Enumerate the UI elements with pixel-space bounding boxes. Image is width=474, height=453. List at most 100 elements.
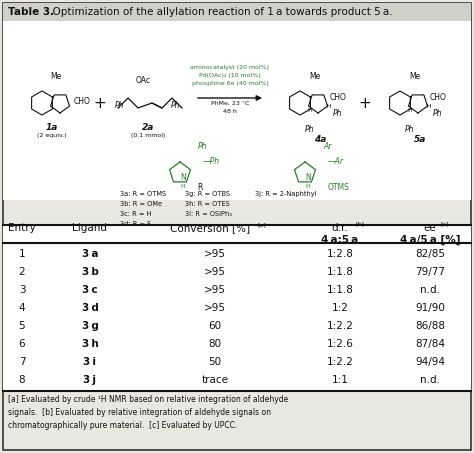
Text: 50: 50 <box>209 357 221 367</box>
Text: H: H <box>408 109 412 114</box>
Text: 1:2.2: 1:2.2 <box>327 321 354 331</box>
Text: CHO: CHO <box>330 93 347 102</box>
Text: >95: >95 <box>204 285 226 295</box>
Text: 2a: 2a <box>142 123 154 132</box>
Text: 1:2.8: 1:2.8 <box>327 249 354 259</box>
Text: 3 h: 3 h <box>82 339 99 349</box>
Text: Ph: Ph <box>405 125 415 134</box>
Text: Ph: Ph <box>115 101 125 110</box>
Text: >95: >95 <box>204 303 226 313</box>
Text: ee: ee <box>424 223 437 233</box>
Text: 3 b: 3 b <box>82 267 99 277</box>
Text: 1:1.8: 1:1.8 <box>327 285 354 295</box>
Text: 3b: R = OMe: 3b: R = OMe <box>120 201 162 207</box>
Text: [b]: [b] <box>356 222 365 226</box>
Text: 1:2.2: 1:2.2 <box>327 357 354 367</box>
Text: 3c: R = H: 3c: R = H <box>120 211 151 217</box>
Text: 1:2.6: 1:2.6 <box>327 339 354 349</box>
Text: 3d: R = F: 3d: R = F <box>120 221 151 227</box>
Text: Ph: Ph <box>333 109 343 117</box>
Text: 2: 2 <box>18 267 25 277</box>
Text: Entry: Entry <box>8 223 36 233</box>
Text: H: H <box>181 184 185 189</box>
Text: Table 3.: Table 3. <box>8 7 54 17</box>
Text: n.d.: n.d. <box>420 285 440 295</box>
Text: CHO: CHO <box>74 96 91 106</box>
Text: H: H <box>308 109 312 114</box>
Text: H: H <box>306 184 310 189</box>
Text: d.r.: d.r. <box>332 223 348 233</box>
Text: [c]: [c] <box>441 222 449 226</box>
Text: Me: Me <box>50 72 62 81</box>
Text: 4: 4 <box>18 303 25 313</box>
Text: (0.1 mmol): (0.1 mmol) <box>131 133 165 138</box>
Text: 3j: R = 2-Naphthyl: 3j: R = 2-Naphthyl <box>255 191 317 197</box>
Text: 1: 1 <box>18 249 25 259</box>
Text: 5: 5 <box>18 321 25 331</box>
Bar <box>3 3 471 21</box>
Text: 48 h: 48 h <box>223 109 237 114</box>
Text: 7: 7 <box>18 357 25 367</box>
Text: 3 i: 3 i <box>83 357 97 367</box>
Text: Me: Me <box>410 72 420 81</box>
Text: R: R <box>197 183 203 192</box>
Bar <box>3 21 471 200</box>
Text: OAc: OAc <box>136 76 151 85</box>
Text: Conversion [%]: Conversion [%] <box>170 223 250 233</box>
Text: Ar: Ar <box>323 142 331 151</box>
Text: Optimization of the allylation reaction of 1 a towards product 5 a.: Optimization of the allylation reaction … <box>46 7 392 17</box>
Text: Ph: Ph <box>171 101 181 110</box>
Text: Ph: Ph <box>305 125 315 134</box>
Text: 3g: R = OTBS: 3g: R = OTBS <box>185 191 230 197</box>
Text: 3 j: 3 j <box>83 375 97 385</box>
Text: +: + <box>94 96 106 111</box>
Text: 3 d: 3 d <box>82 303 99 313</box>
Text: Pd(OAc)₂ (10 mol%): Pd(OAc)₂ (10 mol%) <box>199 73 261 78</box>
Text: n.d.: n.d. <box>420 375 440 385</box>
Text: 80: 80 <box>209 339 221 349</box>
Text: Ligand: Ligand <box>73 223 108 233</box>
Text: 3a: R = OTMS: 3a: R = OTMS <box>120 191 166 197</box>
Text: chromatographically pure material.  [c] Evaluated by UPCC.: chromatographically pure material. [c] E… <box>8 421 237 430</box>
Text: 3i: R = OSiPh₃: 3i: R = OSiPh₃ <box>185 211 232 217</box>
Text: 87/84: 87/84 <box>415 339 445 349</box>
Text: 4 a/5 a [%]: 4 a/5 a [%] <box>400 235 460 245</box>
Text: N: N <box>305 173 311 183</box>
Text: Ph: Ph <box>198 142 208 151</box>
Text: signals.  [b] Evaluated by relative integration of aldehyde signals on: signals. [b] Evaluated by relative integ… <box>8 408 271 417</box>
Text: 5a: 5a <box>414 135 426 144</box>
Text: +: + <box>359 96 371 111</box>
Text: 1:2: 1:2 <box>331 303 348 313</box>
Text: 94/94: 94/94 <box>415 357 445 367</box>
Text: —Ph: —Ph <box>203 156 220 165</box>
Text: [a]: [a] <box>258 222 267 227</box>
Text: 4 a:5 a: 4 a:5 a <box>321 235 359 245</box>
Text: phosphine 6e (40 mol%): phosphine 6e (40 mol%) <box>191 81 268 86</box>
Text: —Ar: —Ar <box>328 156 344 165</box>
Text: 'H: 'H <box>425 103 432 109</box>
Text: [a] Evaluated by crude ¹H NMR based on relative integration of aldehyde: [a] Evaluated by crude ¹H NMR based on r… <box>8 395 288 404</box>
Text: 60: 60 <box>209 321 221 331</box>
Text: 6: 6 <box>18 339 25 349</box>
Text: 'H: 'H <box>325 103 332 109</box>
Text: 91/90: 91/90 <box>415 303 445 313</box>
Text: 82/85: 82/85 <box>415 249 445 259</box>
Text: 86/88: 86/88 <box>415 321 445 331</box>
Bar <box>3 225 471 391</box>
Text: >95: >95 <box>204 249 226 259</box>
Text: N: N <box>180 173 186 183</box>
Text: Ph: Ph <box>433 109 443 117</box>
Text: 1:1.8: 1:1.8 <box>327 267 354 277</box>
Text: Me: Me <box>310 72 320 81</box>
Text: 8: 8 <box>18 375 25 385</box>
Text: 3 c: 3 c <box>82 285 98 295</box>
Text: CHO: CHO <box>430 93 447 102</box>
Text: >95: >95 <box>204 267 226 277</box>
Text: aminocatalyst (20 mol%): aminocatalyst (20 mol%) <box>191 65 270 70</box>
Text: 3 g: 3 g <box>82 321 99 331</box>
Text: 79/77: 79/77 <box>415 267 445 277</box>
Text: PhMe, 23 °C: PhMe, 23 °C <box>211 101 249 106</box>
Text: 3: 3 <box>18 285 25 295</box>
Text: 1a: 1a <box>46 123 58 132</box>
Text: OTMS: OTMS <box>328 183 350 192</box>
